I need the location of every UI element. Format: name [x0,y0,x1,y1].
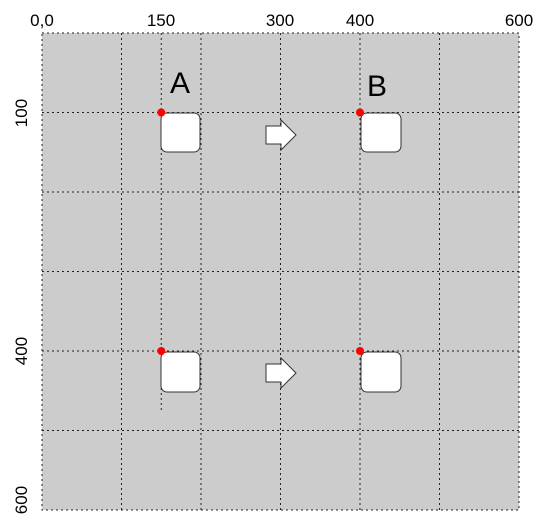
label-b: B [367,70,387,103]
anchor-point-dot-3 [157,347,166,355]
box-a-bottom [160,351,201,393]
box-a-top [160,112,201,153]
y-tick-label-600: 600 [12,486,31,514]
anchor-point-dot-2 [356,108,364,117]
canvas-area [41,32,520,511]
x-tick-label-300: 300 [266,11,294,30]
right-arrow-icon-top [265,118,297,152]
anchor-points [157,108,364,355]
x-tick-label-600: 600 [505,11,533,30]
y-axis-tick-labels: 100 400 600 [12,99,31,514]
x-tick-label-0: 0,0 [30,11,54,30]
box-b-top [360,112,402,153]
y-tick-label-400: 400 [12,337,31,365]
x-tick-label-150: 150 [147,11,175,30]
x-tick-label-400: 400 [346,11,374,30]
right-arrow-icon-bottom [265,356,297,390]
label-a: A [170,67,190,100]
anchor-point-dot-4 [356,347,364,355]
x-axis-tick-labels: 0,0 150 300 400 600 [30,11,533,30]
anchor-point-dot-1 [157,108,166,117]
box-b-bottom [360,351,402,393]
y-tick-label-100: 100 [12,99,31,127]
